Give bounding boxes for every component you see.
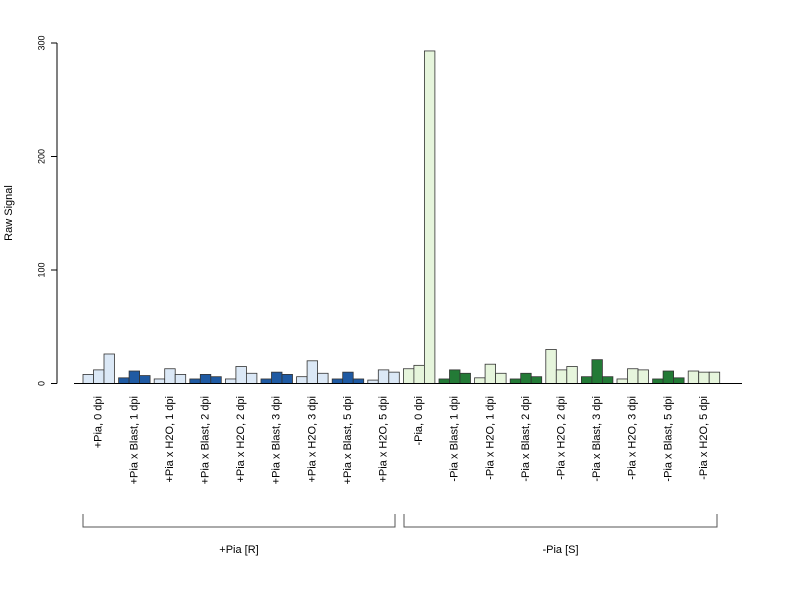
bar (545, 349, 557, 384)
bar (698, 371, 710, 384)
bar (342, 371, 354, 384)
group-brackets: +Pia [R] -Pia [S] (82, 514, 718, 556)
bar (245, 372, 258, 384)
bar (260, 378, 272, 384)
bar (438, 378, 450, 384)
bar (271, 371, 283, 384)
bar (459, 372, 471, 384)
bar (189, 378, 201, 384)
x-tick-label: -Pia x H2O, 2 dpi (555, 396, 567, 480)
y-axis: 0 100 200 300 (36, 35, 58, 386)
bar (352, 378, 365, 384)
bar (281, 374, 293, 384)
bar (164, 368, 176, 384)
bar (509, 378, 522, 384)
x-tick-label: -Pia x H2O, 5 dpi (698, 396, 710, 480)
x-tick-labels: +Pia, 0 dpi +Pia x Blast, 1 dpi +Pia x H2O… (93, 396, 710, 484)
bar (581, 376, 593, 384)
bar (566, 366, 578, 384)
bar (210, 376, 222, 384)
y-tick-label: 0 (36, 381, 46, 386)
bar (174, 374, 187, 384)
bar (377, 369, 390, 384)
bar (555, 369, 568, 384)
bar (602, 376, 614, 384)
x-tick-label: -Pia x Blast, 5 dpi (662, 396, 674, 482)
bar (128, 370, 141, 384)
bar (520, 372, 532, 384)
x-tick-label: -Pia x Blast, 2 dpi (520, 396, 532, 482)
bar (652, 378, 664, 384)
bar (153, 378, 166, 384)
x-tick-label: +Pia x Blast, 5 dpi (342, 396, 354, 484)
bar (139, 375, 151, 384)
x-tick-label: -Pia x H2O, 3 dpi (627, 396, 639, 480)
x-tick-label: -Pia, 0 dpi (413, 396, 425, 446)
bar (103, 353, 115, 384)
bar (317, 372, 329, 384)
x-tick-label: +Pia x H2O, 5 dpi (377, 396, 389, 483)
bars (82, 50, 721, 384)
bar (423, 50, 436, 384)
bar (93, 369, 105, 384)
group-label: +Pia [R] (219, 544, 258, 556)
bar (591, 359, 603, 384)
group-label: -Pia [S] (542, 544, 578, 556)
bar (708, 371, 721, 384)
bar (413, 364, 425, 384)
x-tick-label: +Pia x Blast, 2 dpi (199, 396, 211, 484)
y-tick-label: 200 (36, 149, 46, 164)
group-bracket (82, 514, 396, 528)
bar (673, 377, 685, 384)
bar (616, 378, 628, 384)
x-tick-label: +Pia x H2O, 2 dpi (235, 396, 247, 483)
bar (402, 368, 415, 384)
y-tick-label: 100 (36, 262, 46, 277)
bar (637, 369, 649, 384)
x-tick-label: -Pia x Blast, 1 dpi (449, 396, 461, 482)
x-tick-label: +Pia x H2O, 1 dpi (164, 396, 176, 483)
bar (484, 363, 497, 384)
bar (449, 369, 461, 384)
x-tick-label: +Pia x Blast, 1 dpi (128, 396, 140, 484)
y-axis-label: Raw Signal (3, 185, 15, 241)
bar (199, 374, 212, 384)
x-tick-label: -Pia x H2O, 1 dpi (484, 396, 496, 480)
x-tick-label: -Pia x Blast, 3 dpi (591, 396, 603, 482)
bar (662, 370, 674, 384)
bar (224, 378, 237, 384)
bar (367, 379, 379, 384)
x-tick-label: +Pia x H2O, 3 dpi (306, 396, 318, 483)
bar (331, 378, 344, 384)
bar (118, 377, 130, 384)
y-tick-label: 300 (36, 35, 46, 50)
bar (388, 371, 400, 384)
bar (235, 366, 247, 384)
bar (474, 377, 486, 384)
bar (495, 372, 507, 384)
group-bracket (403, 514, 718, 528)
bar (687, 370, 700, 384)
x-tick-label: +Pia x Blast, 3 dpi (271, 396, 283, 484)
bar (296, 376, 308, 384)
bar (82, 374, 94, 384)
bar (627, 368, 639, 384)
bar (306, 360, 319, 384)
bar (530, 376, 543, 384)
x-tick-label: +Pia, 0 dpi (93, 396, 105, 448)
